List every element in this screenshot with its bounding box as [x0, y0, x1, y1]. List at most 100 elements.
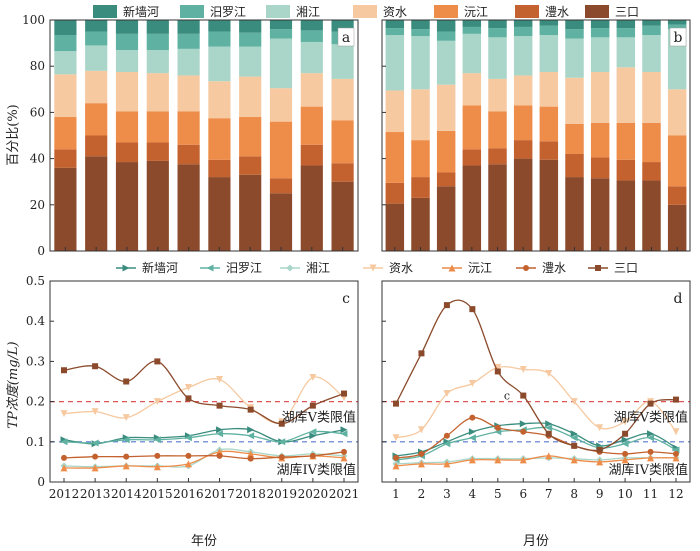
bar-a-2012-资水	[54, 74, 77, 118]
bar-b-10-新墙河	[616, 20, 636, 29]
point-d-资水-10	[621, 418, 629, 426]
xtick-label-c: 2019	[267, 487, 298, 501]
bar-b-1-三口	[385, 203, 405, 251]
point-c-澧水-2019	[278, 454, 285, 461]
panel-label-box	[337, 27, 355, 47]
point-d-澧水-4	[469, 414, 476, 421]
point-d-新墙河-4	[468, 428, 476, 436]
bar-b-6-汨罗江	[513, 26, 533, 37]
legend-label-澧水: 澧水	[545, 5, 569, 19]
point-c-澧水-2015	[154, 452, 161, 459]
point-c-三口-2012	[61, 367, 67, 374]
bar-b-4-三口	[462, 165, 482, 251]
point-c-汨罗江-2015	[153, 436, 161, 444]
legend-bars: 新墙河 汨罗江 湘江 资水 沅江 澧水 三口	[93, 4, 639, 19]
legend-label-汨罗江: 汨罗江	[210, 5, 246, 19]
ytick-label: 0.4	[26, 314, 45, 328]
bar-a-2014-湘江	[115, 50, 139, 72]
threshold-label-iv: 湖库IV类限值	[608, 462, 688, 478]
bar-a-2017-沅江	[208, 118, 231, 160]
bar-b-1-澧水	[385, 182, 405, 204]
xtick-label-d: 7	[545, 487, 553, 501]
y-axis-label-a: 百分比(%)	[6, 104, 21, 166]
y-axis-label-c: TP浓度(mg/L)	[6, 341, 21, 428]
xtick-label-d: 11	[643, 487, 658, 501]
legend-line-label-湘江: 湘江	[306, 260, 330, 275]
ytick-label: 0.5	[26, 274, 45, 288]
bar-a-2012-汨罗江	[54, 35, 77, 52]
point-c-澧水-2014	[123, 453, 130, 460]
point-d-沅江-7	[545, 452, 553, 460]
ytick-label: 40	[30, 152, 45, 166]
legend-label-湘江: 湘江	[296, 4, 320, 19]
bar-b-12-汨罗江	[667, 24, 687, 30]
point-d-新墙河-7	[545, 420, 553, 428]
point-c-汨罗江-2012	[60, 438, 68, 446]
bar-a-2016-新墙河	[177, 20, 200, 34]
ytick-label: 100	[22, 13, 45, 27]
point-d-沅江-12	[672, 454, 680, 462]
point-c-三口-2015	[154, 358, 161, 365]
point-d-三口-5	[494, 368, 501, 375]
bar-b-8-三口	[565, 177, 584, 251]
point-c-新墙河-2020	[309, 432, 317, 440]
point-d-三口-6	[520, 392, 527, 399]
legend-marker-资水	[369, 264, 377, 272]
point-c-沅江-2014	[122, 462, 130, 470]
legend-marker-澧水	[523, 265, 529, 271]
xtick-label-d: 12	[668, 487, 683, 501]
xtick-label-d: 6	[519, 487, 527, 501]
bar-a-2019-沅江	[269, 121, 293, 179]
xtick-label-c: 2016	[173, 487, 204, 501]
point-d-资水-2	[417, 426, 425, 434]
bar-a-2019-湘江	[269, 38, 293, 89]
bar-b-3-新墙河	[436, 20, 456, 32]
bar-a-2014-沅江	[115, 111, 139, 143]
bar-b-3-资水	[436, 84, 456, 131]
bar-a-2014-澧水	[115, 142, 139, 163]
point-c-三口-2020	[309, 402, 316, 409]
point-d-三口-8	[571, 442, 578, 449]
bar-b-1-汨罗江	[385, 28, 405, 36]
panel-label-a: a	[342, 30, 350, 46]
bar-b-5-汨罗江	[488, 28, 507, 38]
xtick-label-c: 2017	[204, 487, 235, 501]
bar-a-2019-资水	[269, 88, 293, 122]
point-d-新墙河-6	[519, 420, 527, 428]
bar-a-2021-沅江	[331, 120, 354, 164]
bar-b-9-澧水	[590, 157, 610, 179]
bar-b-9-汨罗江	[590, 28, 610, 38]
point-c-三口-2016	[185, 395, 192, 402]
bar-b-4-澧水	[462, 149, 482, 166]
point-d-三口-12	[673, 396, 679, 403]
bar-a-2013-汨罗江	[85, 31, 108, 46]
bar-a-2012-沅江	[54, 117, 77, 150]
bar-b-11-三口	[642, 180, 661, 251]
point-d-汨罗江-10	[621, 440, 629, 448]
bar-b-1-沅江	[385, 132, 405, 183]
series-line-c-澧水	[63, 451, 345, 460]
series-line-c-三口	[63, 360, 345, 425]
bar-b-9-资水	[590, 71, 610, 123]
bar-a-2014-资水	[115, 71, 139, 112]
bar-b-10-澧水	[616, 159, 636, 181]
point-c-沅江-2012	[60, 464, 68, 472]
bar-a-2018-湘江	[239, 46, 262, 77]
bar-a-2017-澧水	[208, 159, 231, 178]
annotation-d: c	[504, 390, 510, 403]
point-d-沅江-1	[392, 462, 400, 470]
xtick-label-c: 2020	[298, 487, 329, 501]
point-c-澧水-2013	[92, 453, 99, 460]
point-c-汨罗江-2017	[216, 430, 224, 438]
point-d-三口-1	[393, 400, 399, 407]
legend-marker-新墙河	[122, 264, 130, 272]
point-d-汨罗江-7	[545, 424, 553, 432]
bar-b-12-澧水	[667, 186, 687, 205]
bar-a-2015-资水	[146, 73, 169, 112]
point-d-资水-9	[596, 424, 604, 432]
bar-b-1-新墙河	[385, 20, 405, 29]
point-c-澧水-2016	[185, 452, 192, 459]
point-c-汨罗江-2020	[309, 428, 317, 436]
point-c-汨罗江-2021	[340, 430, 348, 438]
